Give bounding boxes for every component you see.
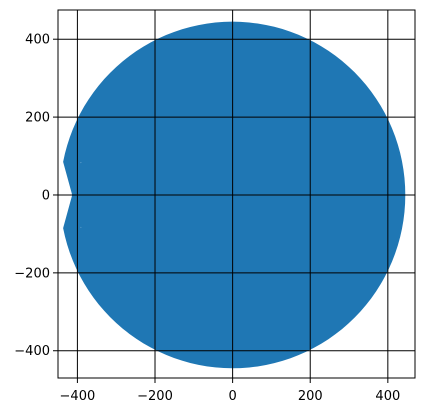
x-tick-label: −400 (60, 389, 96, 404)
grid-layer (58, 10, 415, 378)
y-tick-label: −200 (14, 266, 50, 281)
y-tick-label: 0 (42, 188, 50, 203)
y-tick-label: 200 (25, 111, 50, 126)
x-tick-label: 200 (298, 389, 323, 404)
y-tick-label: 400 (25, 33, 50, 48)
x-tick-label: −200 (137, 389, 173, 404)
x-tick-label: 400 (375, 389, 400, 404)
tick-label-layer: −400 −200 0 200 400 400 200 0 −200 −400 (14, 33, 400, 404)
plot-frame (57, 9, 416, 379)
x-tick-label: 0 (228, 389, 236, 404)
tick-layer (53, 38, 389, 383)
y-tick-label: −400 (14, 344, 50, 359)
